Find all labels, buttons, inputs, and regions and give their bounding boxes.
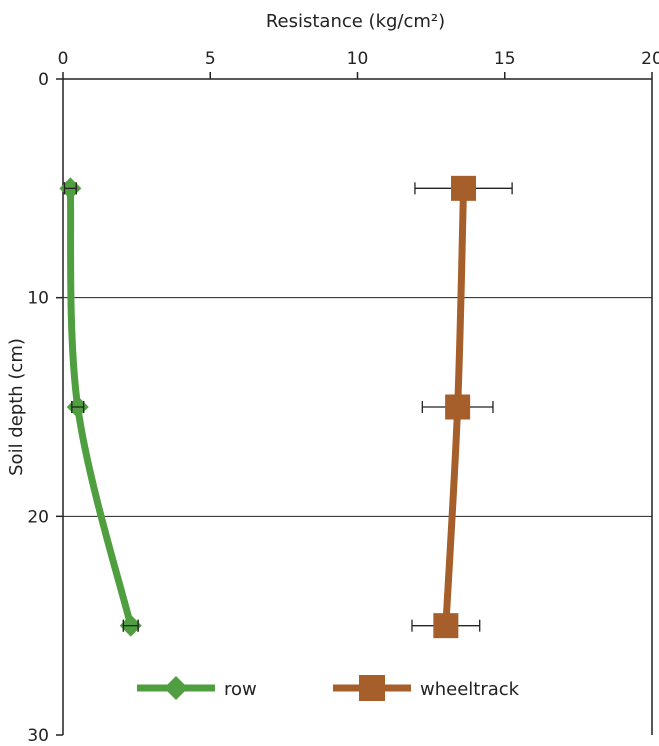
series-wheeltrack xyxy=(411,175,513,639)
y-tick-label: 10 xyxy=(27,289,49,309)
x-tick-label: 5 xyxy=(205,49,216,69)
x-tick-label: 20 xyxy=(641,49,659,69)
series xyxy=(59,175,513,639)
data-point-wheeltrack xyxy=(445,394,471,420)
legend-label: wheeltrack xyxy=(420,679,520,700)
legend-item-wheeltrack: wheeltrack xyxy=(333,675,520,701)
legend-marker xyxy=(164,676,188,700)
y-axis-title: Soil depth (cm) xyxy=(6,338,27,476)
legend: row wheeltrack xyxy=(137,675,520,701)
y-tick-label: 20 xyxy=(27,507,49,527)
x-tick-label: 0 xyxy=(58,49,69,69)
x-tick-label: 15 xyxy=(494,49,516,69)
axes: 0 5 10 15 20 0 10 20 30 xyxy=(27,49,659,746)
data-point-wheeltrack xyxy=(433,613,459,639)
x-axis-title: Resistance (kg/cm²) xyxy=(266,11,445,32)
series-row xyxy=(59,177,142,637)
legend-label: row xyxy=(224,679,257,700)
legend-item-row: row xyxy=(137,676,257,700)
y-tick-label: 0 xyxy=(38,70,49,90)
x-tick-label: 10 xyxy=(347,49,369,69)
legend-marker xyxy=(359,675,385,701)
y-tick-label: 30 xyxy=(27,726,49,746)
grid-lines xyxy=(63,297,652,517)
data-point-wheeltrack xyxy=(451,175,477,201)
